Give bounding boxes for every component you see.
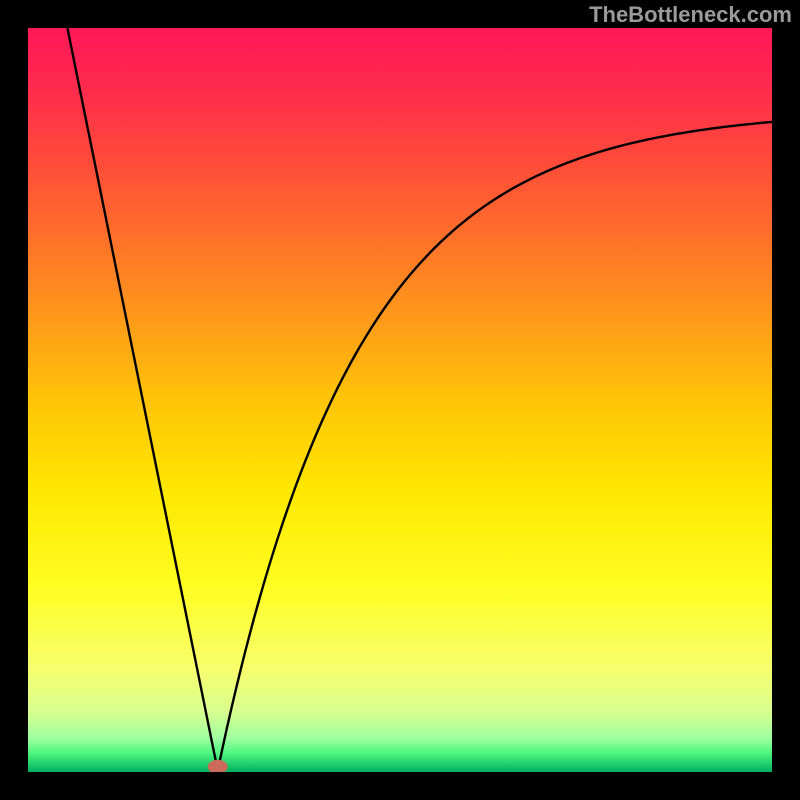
plot-area [28, 28, 772, 772]
watermark-text: TheBottleneck.com [589, 2, 792, 28]
gradient-background [28, 28, 772, 772]
plot-svg [28, 28, 772, 772]
chart-frame: TheBottleneck.com [0, 0, 800, 800]
